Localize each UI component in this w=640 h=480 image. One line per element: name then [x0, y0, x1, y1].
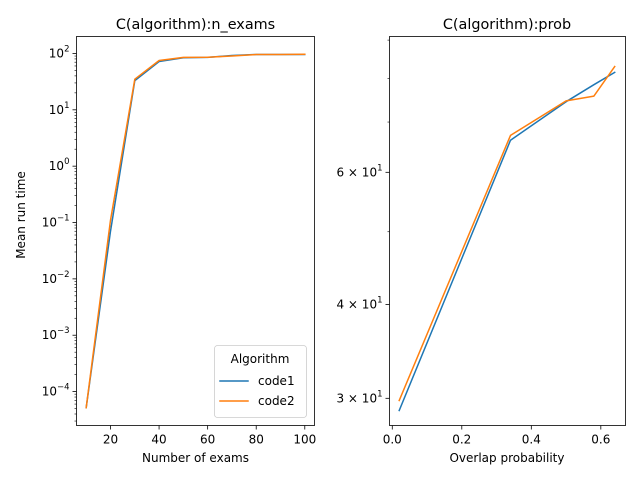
- left-axes-lines: [85, 53, 306, 409]
- left-axes-n-exams: C(algorithm):n_exams Number of exams Mea…: [14, 17, 316, 465]
- legend-title: Algorithm: [231, 352, 290, 366]
- y-tick-label: 10−2: [42, 270, 70, 286]
- right-axes-title: C(algorithm):prob: [443, 17, 571, 33]
- right-x-axis-label: Overlap probability: [449, 451, 564, 465]
- left-axes-ticks: 20 40 60 80 100 10−4 10−3 10−2 10−1 100 101 102: [42, 44, 317, 446]
- y-tick-label: 101: [49, 101, 70, 117]
- right-axes-frame: [389, 36, 626, 426]
- y-tick-label: 100: [49, 157, 70, 173]
- x-tick-label: 0.2: [452, 433, 471, 447]
- series-line-code1: [398, 71, 616, 412]
- legend-label-code1: code1: [258, 374, 295, 388]
- legend: Algorithm code1 code2: [214, 345, 307, 418]
- x-tick-label: 20: [103, 433, 118, 447]
- x-tick-label: 0.6: [591, 433, 610, 447]
- y-tick-label: 10−4: [42, 383, 70, 399]
- x-tick-label: 100: [293, 433, 316, 447]
- left-axes-title: C(algorithm):n_exams: [116, 17, 275, 33]
- y-tick-label: 3 × 101: [336, 389, 382, 405]
- left-y-axis-label: Mean run time: [14, 171, 28, 259]
- right-axes-prob: C(algorithm):prob Overlap probability 0.…: [336, 17, 626, 465]
- y-tick-label: 4 × 101: [336, 296, 382, 312]
- left-x-axis-label: Number of exams: [142, 451, 249, 465]
- series-line-code2: [85, 53, 306, 409]
- x-tick-label: 40: [151, 433, 166, 447]
- y-tick-label: 10−1: [42, 214, 70, 230]
- right-axes-ticks: 0.0 0.2 0.4 0.6 3 × 101 4 × 101 6 × 101: [336, 39, 610, 447]
- y-tick-label: 10−3: [42, 326, 70, 342]
- right-axes-lines: [398, 65, 616, 412]
- legend-label-code2: code2: [258, 394, 295, 408]
- x-tick-label: 0.0: [383, 433, 402, 447]
- x-tick-label: 80: [249, 433, 264, 447]
- x-tick-label: 60: [200, 433, 215, 447]
- x-tick-label: 0.4: [522, 433, 541, 447]
- y-tick-label: 6 × 101: [336, 163, 382, 179]
- series-line-code2: [398, 65, 616, 402]
- legend-box: [214, 345, 307, 418]
- y-tick-label: 102: [49, 44, 70, 60]
- left-axes-frame: [76, 36, 315, 426]
